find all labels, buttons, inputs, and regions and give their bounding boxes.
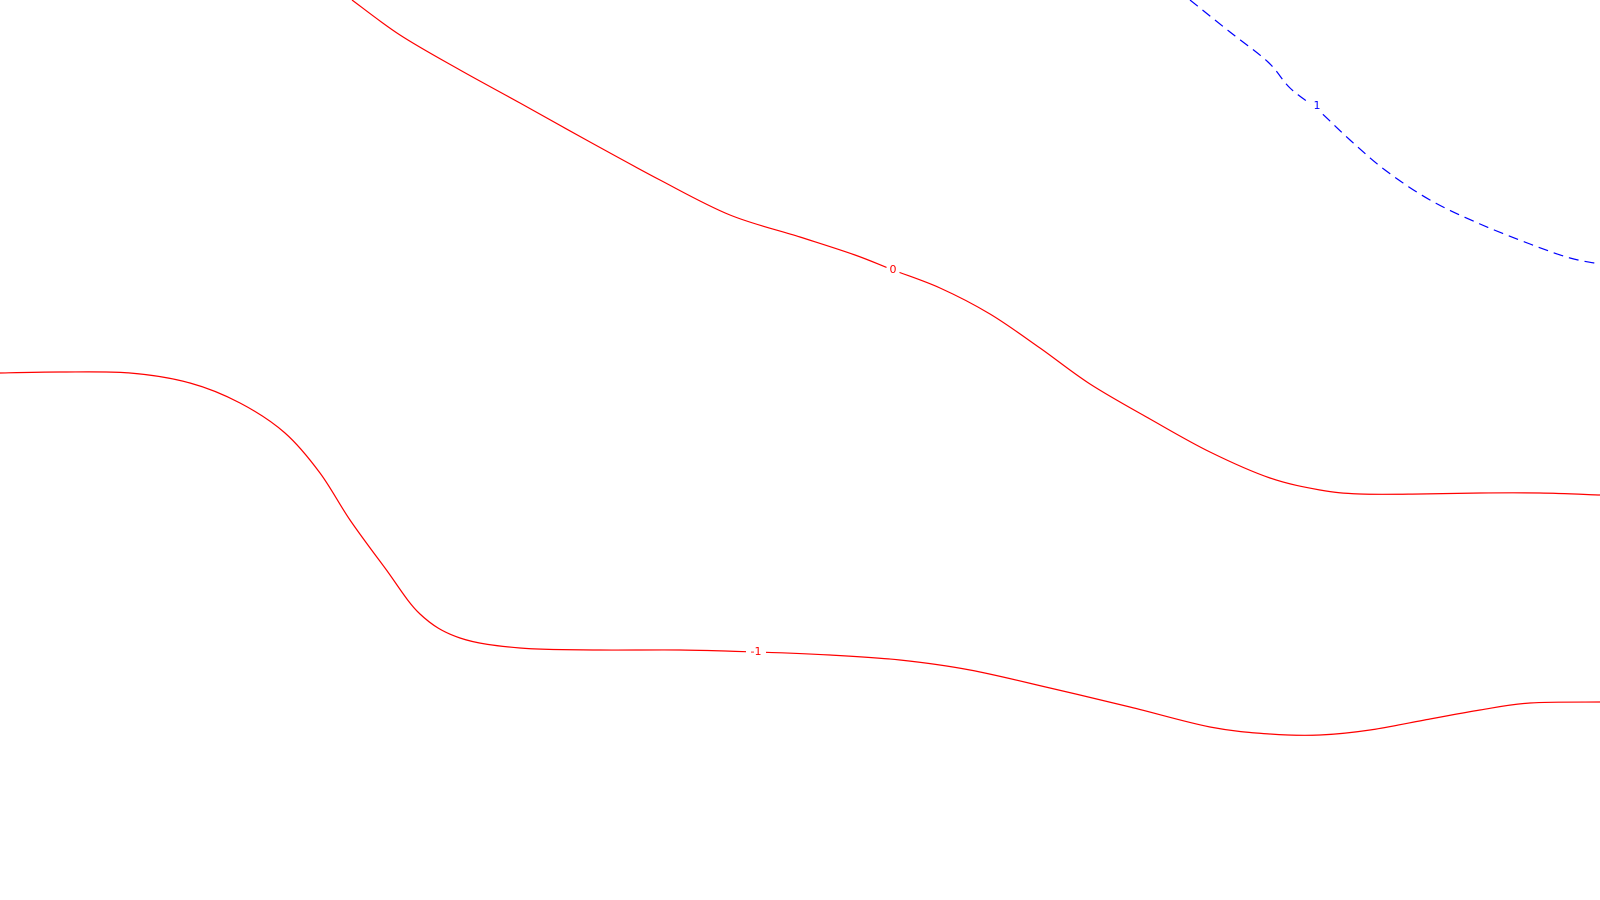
- contour-line-0: [351, 0, 1600, 496]
- contour-label-group-1: 1: [1310, 99, 1324, 113]
- contour-label-group-minus-1: -1: [746, 645, 766, 659]
- contour-label-0: 0: [890, 263, 897, 276]
- contour-label-gap-0: [886, 263, 900, 277]
- contour-label-gap-minus-1: [746, 645, 766, 659]
- contour-label-group-0: 0: [886, 263, 900, 277]
- contour-label-minus-1: -1: [751, 645, 762, 658]
- contour-labels: 1 0 -1: [746, 99, 1324, 659]
- contour-label-1: 1: [1314, 99, 1321, 112]
- contour-label-gap-1: [1310, 99, 1324, 113]
